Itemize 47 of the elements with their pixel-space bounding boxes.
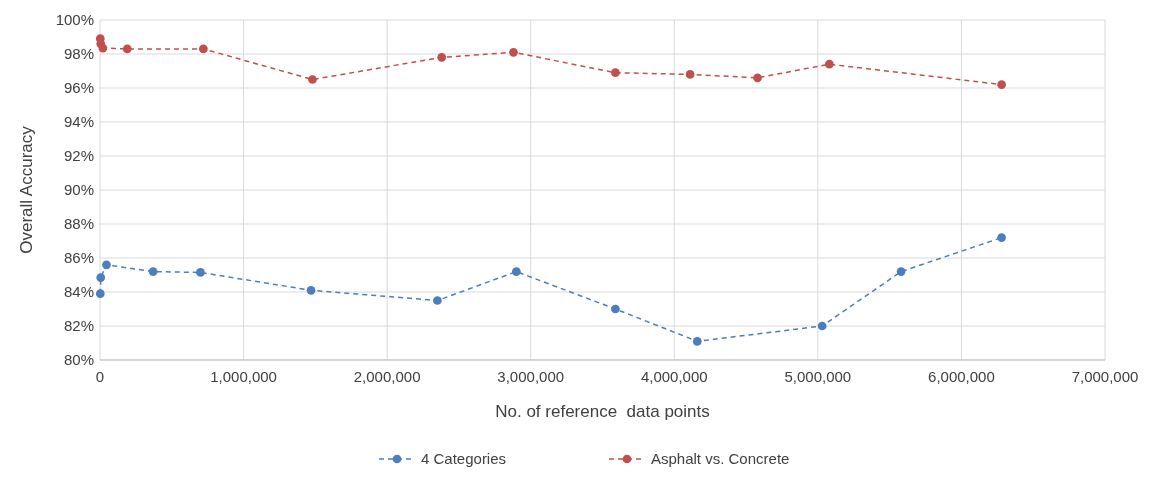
y-tick-label: 100% <box>55 11 94 29</box>
x-tick-label: 1,000,000 <box>210 368 277 385</box>
point <box>753 73 762 83</box>
y-tick-label: 88% <box>63 215 94 233</box>
point <box>692 336 702 346</box>
y-tick-label: 86% <box>63 249 94 267</box>
y-tick-label: 96% <box>63 79 94 97</box>
y-axis-title: Overall Accuracy <box>17 125 36 254</box>
point <box>997 233 1006 242</box>
point <box>685 70 695 79</box>
x-tick-label: 4,000,000 <box>640 368 708 385</box>
point <box>148 267 158 276</box>
y-tick-label: 98% <box>63 45 94 63</box>
point <box>997 80 1006 89</box>
point <box>96 273 106 282</box>
point <box>308 75 317 84</box>
point <box>196 268 205 277</box>
y-tick-label: 94% <box>63 113 94 131</box>
point <box>896 267 906 276</box>
point <box>98 43 108 53</box>
point <box>511 267 521 276</box>
y-tick-label: 82% <box>63 317 94 335</box>
legend-label: 4 Categories <box>421 450 507 468</box>
point <box>817 321 827 331</box>
y-tick-label: 80% <box>63 351 94 369</box>
x-axis-title: No. of reference data points <box>495 402 710 421</box>
point <box>824 59 834 69</box>
point <box>509 47 518 57</box>
x-tick-label: 3,000,000 <box>497 368 565 385</box>
point <box>611 68 620 78</box>
y-tick-label: 90% <box>63 181 94 199</box>
point <box>95 289 105 299</box>
x-tick-label: 2,000,000 <box>353 368 421 385</box>
point <box>199 44 208 54</box>
x-tick-label: 5,000,000 <box>784 368 852 385</box>
point <box>122 44 132 54</box>
y-tick-label: 92% <box>63 147 94 165</box>
x-tick-label: 7,000,000 <box>1071 368 1139 385</box>
point <box>611 304 620 314</box>
legend-label: Asphalt vs. Concrete <box>651 450 790 468</box>
x-tick-label: 6,000,000 <box>928 368 995 385</box>
x-tick-label: 0 <box>95 368 105 385</box>
y-tick-label: 84% <box>63 283 94 301</box>
point <box>437 53 447 62</box>
point <box>433 296 442 305</box>
point <box>102 260 111 270</box>
point <box>306 285 316 295</box>
